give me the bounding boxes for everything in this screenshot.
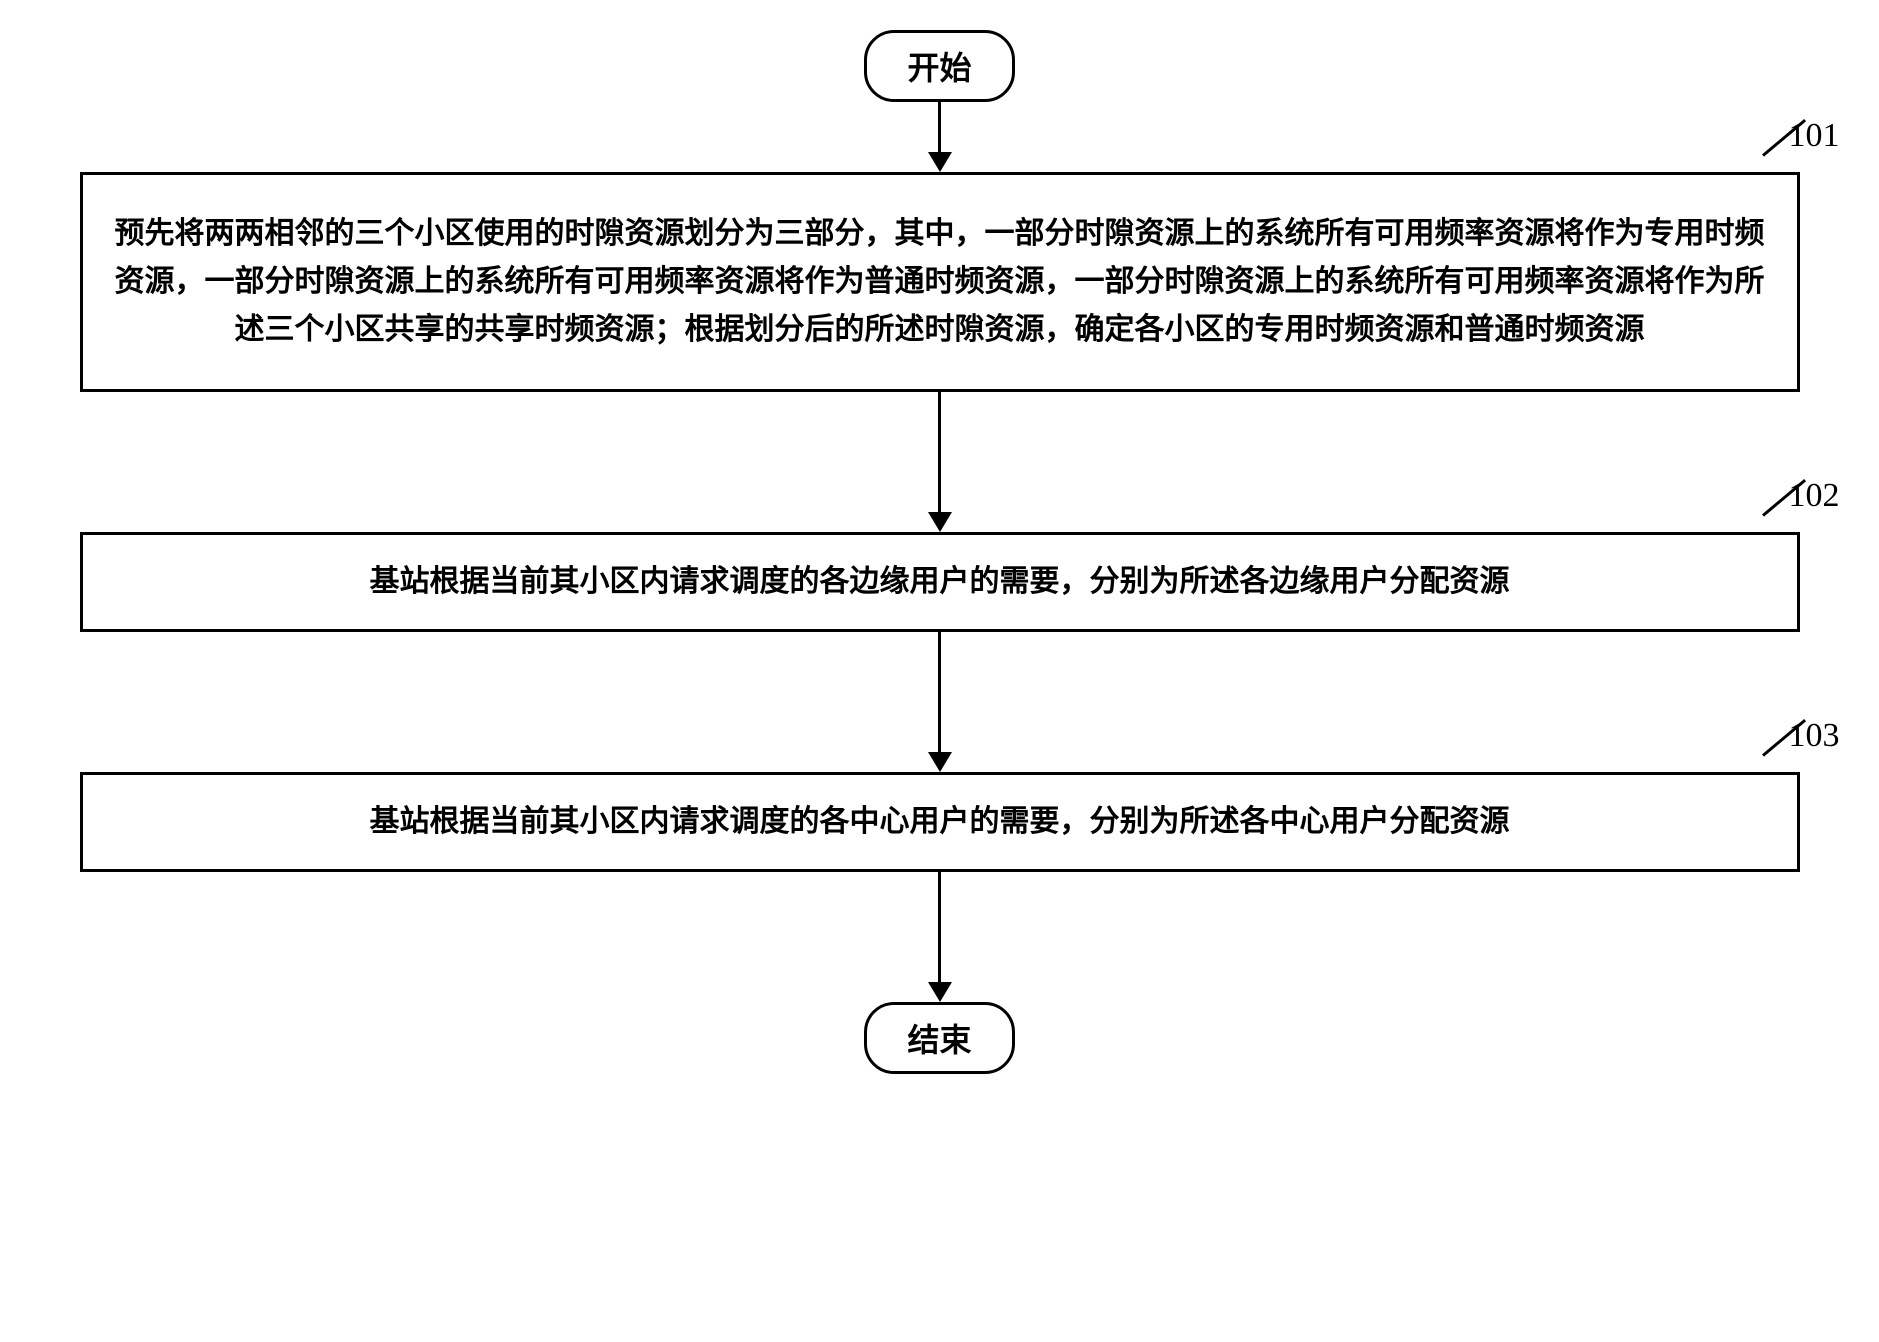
end-terminal: 结束 (864, 1002, 1014, 1074)
step-102-process: 基站根据当前其小区内请求调度的各边缘用户的需要，分别为所述各边缘用户分配资源 (80, 532, 1800, 632)
arrow-head (928, 512, 952, 532)
arrow-line (938, 632, 941, 752)
step-103-wrapper: 103 基站根据当前其小区内请求调度的各中心用户的需要，分别为所述各中心用户分配… (80, 772, 1800, 872)
arrow-head (928, 752, 952, 772)
end-label: 结束 (907, 1022, 971, 1058)
step-103-process: 基站根据当前其小区内请求调度的各中心用户的需要，分别为所述各中心用户分配资源 (80, 772, 1800, 872)
step-102-text: 基站根据当前其小区内请求调度的各边缘用户的需要，分别为所述各边缘用户分配资源 (370, 558, 1510, 606)
step-101-text: 预先将两两相邻的三个小区使用的时隙资源划分为三部分，其中，一部分时隙资源上的系统… (113, 210, 1767, 354)
start-terminal: 开始 (864, 30, 1014, 102)
arrow-3 (928, 632, 952, 772)
arrow-1 (928, 102, 952, 172)
arrow-4 (928, 872, 952, 1002)
step-101-label: 101 (1789, 117, 1840, 155)
step-102-wrapper: 102 基站根据当前其小区内请求调度的各边缘用户的需要，分别为所述各边缘用户分配… (80, 532, 1800, 632)
arrow-line (938, 392, 941, 512)
arrow-head (928, 152, 952, 172)
step-101-wrapper: 101 预先将两两相邻的三个小区使用的时隙资源划分为三部分，其中，一部分时隙资源… (80, 172, 1800, 392)
step-103-text: 基站根据当前其小区内请求调度的各中心用户的需要，分别为所述各中心用户分配资源 (370, 798, 1510, 846)
flowchart-container: 开始 101 预先将两两相邻的三个小区使用的时隙资源划分为三部分，其中，一部分时… (20, 30, 1859, 1074)
arrow-line (938, 872, 941, 982)
start-label: 开始 (907, 50, 971, 86)
step-102-label: 102 (1789, 477, 1840, 515)
arrow-2 (928, 392, 952, 532)
step-101-process: 预先将两两相邻的三个小区使用的时隙资源划分为三部分，其中，一部分时隙资源上的系统… (80, 172, 1800, 392)
arrow-line (938, 102, 941, 152)
step-103-label: 103 (1789, 717, 1840, 755)
arrow-head (928, 982, 952, 1002)
